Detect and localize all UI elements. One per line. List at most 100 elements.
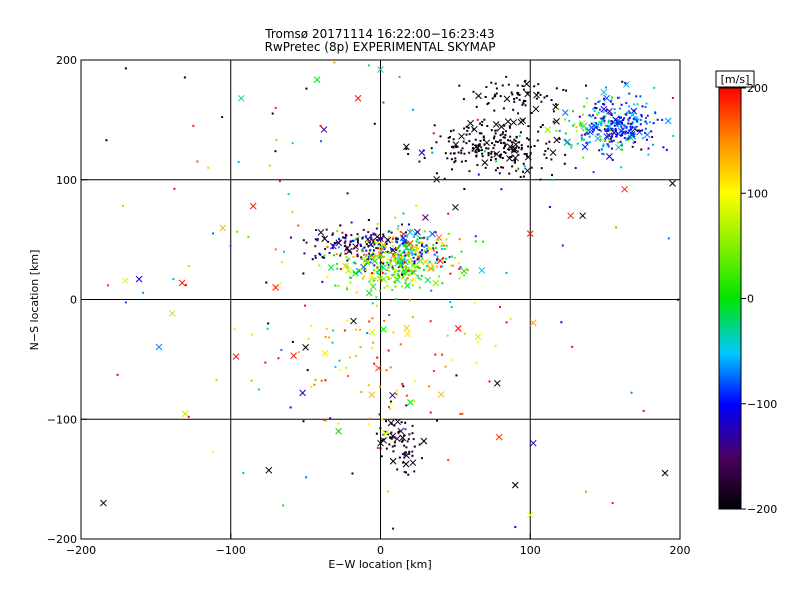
data-point-dot	[619, 140, 622, 143]
data-point-cross	[382, 429, 389, 437]
data-point-dot	[545, 142, 548, 145]
data-point-dot	[369, 235, 372, 238]
data-point-dot	[413, 380, 416, 383]
data-point-dot	[453, 161, 456, 164]
data-point-dot	[383, 245, 386, 248]
data-point-dot	[379, 289, 382, 292]
data-point-dot	[369, 254, 372, 257]
data-point-dot	[339, 224, 342, 227]
data-point-dot	[350, 221, 353, 224]
data-point-dot	[398, 260, 401, 263]
data-point-cross	[529, 319, 537, 327]
data-point-dot	[172, 278, 175, 281]
data-point-dot	[505, 75, 508, 78]
data-point-dot	[592, 107, 595, 110]
data-point-dot	[401, 255, 404, 258]
data-point-dot	[605, 109, 608, 112]
data-point-dot	[374, 239, 377, 242]
data-point-dot	[656, 118, 659, 121]
data-point-dot	[389, 400, 392, 403]
data-point-dot	[527, 145, 530, 148]
data-point-cross	[406, 239, 414, 247]
data-point-dot	[396, 249, 399, 252]
data-point-dot	[593, 110, 596, 113]
data-point-dot	[623, 124, 626, 127]
data-point-dot	[386, 258, 389, 261]
data-point-dot	[451, 359, 454, 362]
data-point-dot	[382, 261, 385, 264]
data-point-dot	[375, 296, 378, 299]
data-point-dot	[445, 244, 448, 247]
data-point-dot	[443, 261, 446, 264]
data-point-dot	[505, 321, 508, 324]
data-point-dot	[372, 253, 375, 256]
data-point-dot	[574, 167, 577, 170]
data-point-dot	[266, 327, 269, 330]
data-point-dot	[271, 112, 274, 115]
data-point-dot	[602, 153, 605, 156]
data-point-dot	[257, 388, 260, 391]
data-point-dot	[585, 101, 588, 104]
data-point-dot	[398, 75, 401, 78]
data-point-dot	[387, 266, 390, 269]
data-point-dot	[518, 134, 521, 137]
data-point-dot	[407, 473, 410, 476]
data-point-dot	[428, 246, 431, 249]
data-point-dot	[418, 266, 421, 269]
data-point-dot	[373, 362, 376, 365]
data-point-dot	[440, 244, 443, 247]
data-point-dot	[350, 234, 353, 237]
data-point-dot	[394, 252, 397, 255]
data-point-dot	[477, 173, 480, 176]
data-point-dot	[625, 102, 628, 105]
data-point-dot	[411, 284, 414, 287]
data-point-dot	[393, 424, 396, 427]
data-point-dot	[640, 114, 643, 117]
data-point-dot	[372, 260, 375, 263]
data-point-dot	[438, 275, 441, 278]
data-point-dot	[373, 241, 376, 244]
colorbar-tick-label: −100	[747, 398, 777, 411]
data-point-dot	[397, 225, 400, 228]
data-point-dot	[367, 231, 370, 234]
data-point-dot	[510, 147, 513, 150]
data-point-dot	[411, 108, 414, 111]
data-point-dot	[361, 236, 364, 239]
data-point-dot	[371, 346, 374, 349]
data-point-dot	[405, 148, 408, 151]
data-point-cross	[181, 410, 189, 418]
data-point-dot	[361, 277, 364, 280]
data-point-dot	[305, 476, 308, 479]
data-point-dot	[503, 142, 506, 145]
data-point-dot	[524, 104, 527, 107]
data-point-dot	[493, 152, 496, 155]
data-point-dot	[371, 284, 374, 287]
data-point-dot	[367, 258, 370, 261]
data-point-dot	[390, 402, 393, 405]
data-point-dot	[319, 124, 322, 127]
data-point-dot	[602, 117, 605, 120]
data-point-dot	[345, 256, 348, 259]
data-point-dot	[442, 244, 445, 247]
data-point-dot	[359, 346, 362, 349]
data-point-dot	[585, 132, 588, 135]
data-point-dot	[389, 263, 392, 266]
data-point-dot	[641, 105, 644, 108]
data-point-dot	[452, 129, 455, 132]
data-point-dot	[627, 105, 630, 108]
data-point-cross	[606, 107, 613, 115]
data-point-dot	[394, 285, 397, 288]
data-point-dot	[407, 266, 410, 269]
data-point-cross	[669, 179, 676, 187]
data-point-dot	[413, 470, 416, 473]
data-point-dot	[536, 139, 539, 142]
data-point-dot	[578, 123, 581, 126]
data-point-cross	[408, 248, 416, 256]
data-point-dot	[490, 152, 493, 155]
data-point-dot	[427, 247, 430, 250]
data-point-dot	[406, 253, 409, 256]
data-point-dot	[460, 152, 463, 155]
data-point-dot	[356, 253, 359, 256]
data-point-dot	[392, 331, 395, 334]
data-point-dot	[405, 446, 408, 449]
